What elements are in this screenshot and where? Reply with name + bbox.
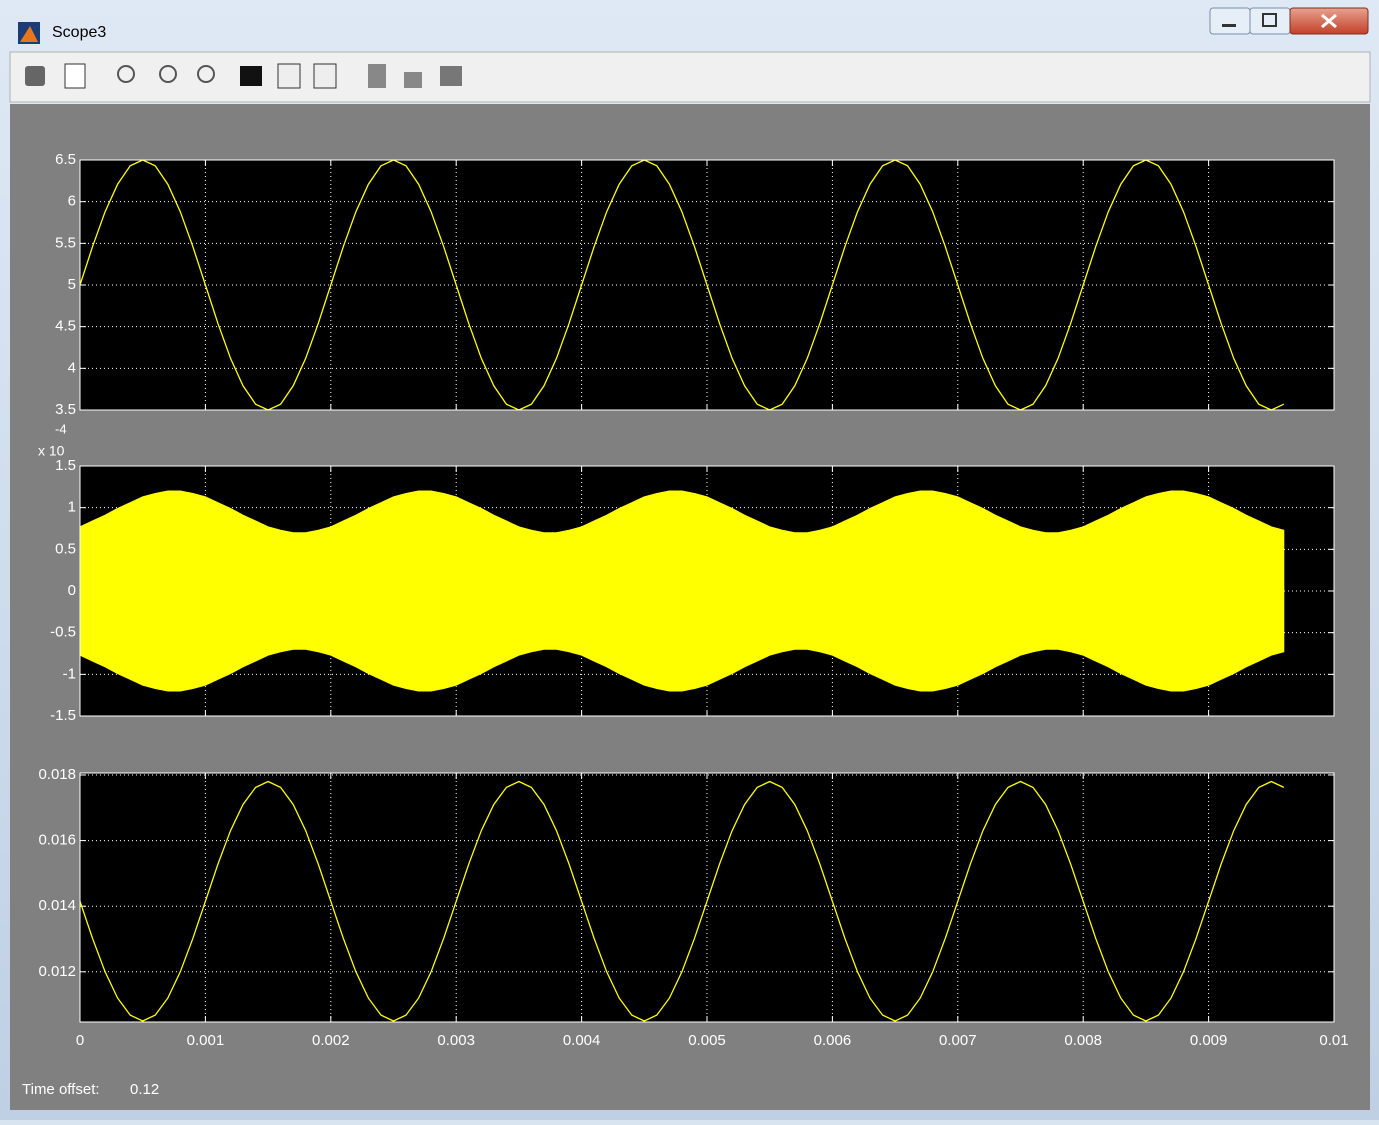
y-tick-label: 0.014 xyxy=(38,897,76,914)
y-tick-label: 3.5 xyxy=(55,401,76,418)
y-tick-label: 6 xyxy=(68,193,76,210)
float-icon[interactable] xyxy=(368,64,386,88)
y-tick-label: 6.5 xyxy=(55,151,76,168)
x-tick-label: 0.002 xyxy=(312,1032,350,1049)
y-tick-label: 0.5 xyxy=(55,540,76,557)
y-tick-label: 0.018 xyxy=(38,766,76,783)
x-tick-label: 0.01 xyxy=(1319,1032,1348,1049)
x-tick-label: 0.004 xyxy=(563,1032,601,1049)
y-tick-label: 0.012 xyxy=(38,963,76,980)
x-tick-label: 0.008 xyxy=(1064,1032,1102,1049)
signal-select-icon[interactable] xyxy=(440,66,462,86)
y-tick-label: 4 xyxy=(68,359,76,376)
exponent-base: x 10 xyxy=(38,443,65,459)
y-tick-label: 0 xyxy=(68,582,76,599)
y-tick-label: -1.5 xyxy=(50,707,76,724)
y-tick-label: 1.5 xyxy=(55,457,76,474)
y-tick-label: 0.016 xyxy=(38,832,76,849)
y-tick-label: 1 xyxy=(68,499,76,516)
print-icon[interactable] xyxy=(25,66,45,86)
properties-icon[interactable] xyxy=(65,64,85,88)
lock-icon[interactable] xyxy=(404,72,422,88)
exponent: -4 xyxy=(55,421,67,436)
y-tick-label: 4.5 xyxy=(55,318,76,335)
x-tick-label: 0.006 xyxy=(814,1032,852,1049)
x-tick-label: 0.003 xyxy=(437,1032,475,1049)
x-tick-label: 0.005 xyxy=(688,1032,726,1049)
window-title: Scope3 xyxy=(52,24,106,41)
minimize-glyph xyxy=(1222,24,1236,27)
x-tick-label: 0.001 xyxy=(187,1032,225,1049)
y-tick-label: 5 xyxy=(68,276,76,293)
save-axes-icon[interactable] xyxy=(278,64,300,88)
x-tick-label: 0.009 xyxy=(1190,1032,1228,1049)
y-tick-label: 5.5 xyxy=(55,234,76,251)
y-tick-label: -0.5 xyxy=(50,624,76,641)
autoscale-icon[interactable] xyxy=(240,66,262,86)
minimize-button[interactable] xyxy=(1210,8,1250,34)
restore-axes-icon[interactable] xyxy=(314,64,336,88)
time-offset-label: Time offset: xyxy=(22,1081,100,1098)
x-tick-label: 0 xyxy=(76,1032,84,1049)
maximize-button[interactable] xyxy=(1250,8,1290,34)
scope-window: Scope3 Time offset: 0.12 3.5 4 4.5 5 5.5 6 6.5… xyxy=(0,0,1379,1120)
y-tick-label: -1 xyxy=(63,665,76,682)
x-tick-label: 0.007 xyxy=(939,1032,977,1049)
time-offset-value: 0.12 xyxy=(130,1081,159,1098)
